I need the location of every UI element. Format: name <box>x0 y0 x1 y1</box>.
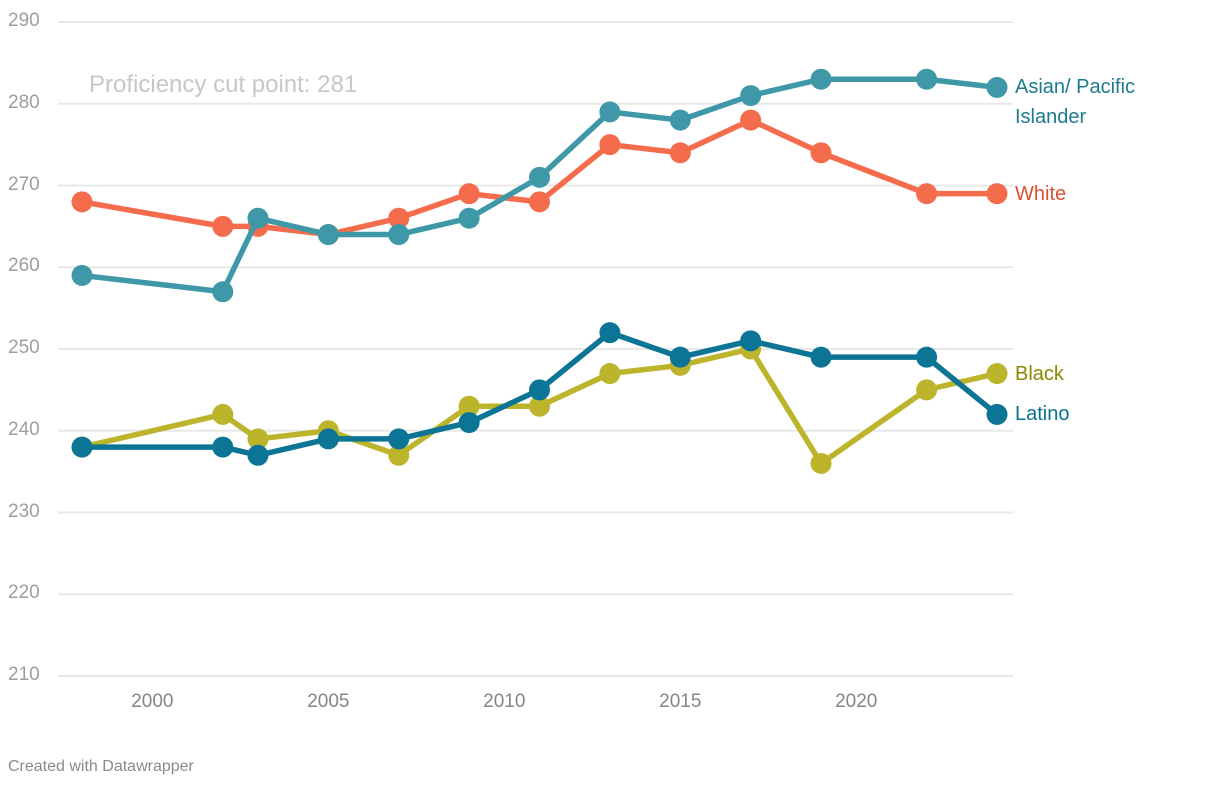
y-axis-tick-label-290: 290 <box>8 10 40 31</box>
data-point-asian-pacific-islander-2017[interactable] <box>740 85 762 107</box>
data-point-black-2003[interactable] <box>247 428 269 450</box>
data-point-white-2024[interactable] <box>986 183 1008 205</box>
y-axis-tick-label-270: 270 <box>8 173 40 195</box>
y-axis-tick-label-210: 210 <box>8 664 40 685</box>
series-label-asian-pacific-islander: Asian/ Pacific Islander <box>1015 76 1136 129</box>
data-point-latino-2003[interactable] <box>247 444 269 466</box>
data-point-black-2019[interactable] <box>810 452 832 474</box>
x-axis-tick-label-2000: 2000 <box>131 691 174 712</box>
data-point-latino-2009[interactable] <box>458 412 480 434</box>
data-point-asian-pacific-islander-2024[interactable] <box>986 76 1008 98</box>
data-point-black-2009[interactable] <box>458 395 480 417</box>
data-point-white-2009[interactable] <box>458 183 480 205</box>
series-label-latino: Latino <box>1015 403 1070 426</box>
data-point-latino-2002[interactable] <box>212 436 234 458</box>
datawrapper-credit-link[interactable]: Created with Datawrapper <box>8 758 194 775</box>
data-point-white-2019[interactable] <box>810 142 832 164</box>
series-label-white: White <box>1015 182 1067 205</box>
y-axis-tick-label-250: 250 <box>8 337 40 358</box>
data-point-black-2022[interactable] <box>916 379 938 401</box>
proficiency-cut-point-annotation: Proficiency cut point: 281 <box>89 71 358 99</box>
data-point-white-2017[interactable] <box>740 109 762 131</box>
y-axis-tick-label-260: 260 <box>8 255 40 277</box>
y-axis-tick-label-240: 240 <box>8 418 40 440</box>
data-point-latino-2022[interactable] <box>916 346 938 368</box>
chart-canvas <box>58 21 1013 677</box>
data-point-asian-pacific-islander-2009[interactable] <box>458 207 480 229</box>
y-axis-tick-label-230: 230 <box>8 500 40 522</box>
data-point-latino-1998[interactable] <box>71 436 93 458</box>
data-point-asian-pacific-islander-2022[interactable] <box>916 68 938 90</box>
series-label-black: Black <box>1015 362 1064 385</box>
data-point-white-2007[interactable] <box>388 207 410 229</box>
data-point-latino-2017[interactable] <box>740 330 762 352</box>
x-axis-tick-label-2020: 2020 <box>835 691 878 712</box>
data-point-latino-2011[interactable] <box>529 379 550 401</box>
data-point-black-2011[interactable] <box>529 395 550 417</box>
data-point-latino-2019[interactable] <box>810 346 832 368</box>
x-axis-tick-label-2005: 2005 <box>307 691 350 712</box>
data-point-black-2002[interactable] <box>212 403 234 425</box>
data-point-asian-pacific-islander-2013[interactable] <box>599 101 621 123</box>
data-point-asian-pacific-islander-2007[interactable] <box>388 224 410 246</box>
data-point-latino-2005[interactable] <box>317 428 339 450</box>
data-point-asian-pacific-islander-1998[interactable] <box>71 264 93 286</box>
data-point-white-2013[interactable] <box>599 134 621 156</box>
data-point-white-1998[interactable] <box>71 191 93 213</box>
data-point-asian-pacific-islander-2005[interactable] <box>317 224 339 246</box>
data-point-latino-2007[interactable] <box>388 428 410 450</box>
data-point-asian-pacific-islander-2019[interactable] <box>810 68 832 90</box>
data-point-asian-pacific-islander-2003[interactable] <box>247 207 269 229</box>
y-axis-tick-label-220: 220 <box>8 582 40 604</box>
data-point-white-2015[interactable] <box>669 142 691 164</box>
axis-labels-layer: 290 280 270 260 250 240 230 220 210 2000 2005 2010 2… <box>8 10 878 712</box>
data-point-asian-pacific-islander-2015[interactable] <box>669 109 691 131</box>
data-point-white-2022[interactable] <box>916 183 938 205</box>
y-axis-tick-label-280: 280 <box>8 91 40 113</box>
data-point-black-2013[interactable] <box>599 363 621 385</box>
data-point-latino-2024[interactable] <box>986 403 1008 425</box>
data-point-latino-2015[interactable] <box>669 346 691 368</box>
data-point-black-2024[interactable] <box>986 363 1008 385</box>
data-point-white-2002[interactable] <box>212 215 234 237</box>
data-point-asian-pacific-islander-2011[interactable] <box>529 166 550 188</box>
data-point-latino-2013[interactable] <box>599 322 621 344</box>
x-axis-tick-label-2010: 2010 <box>483 691 526 712</box>
x-axis-tick-label-2015: 2015 <box>659 691 702 712</box>
data-point-black-2007[interactable] <box>388 444 410 466</box>
data-point-asian-pacific-islander-2002[interactable] <box>212 281 234 303</box>
data-point-white-2011[interactable] <box>529 191 550 213</box>
